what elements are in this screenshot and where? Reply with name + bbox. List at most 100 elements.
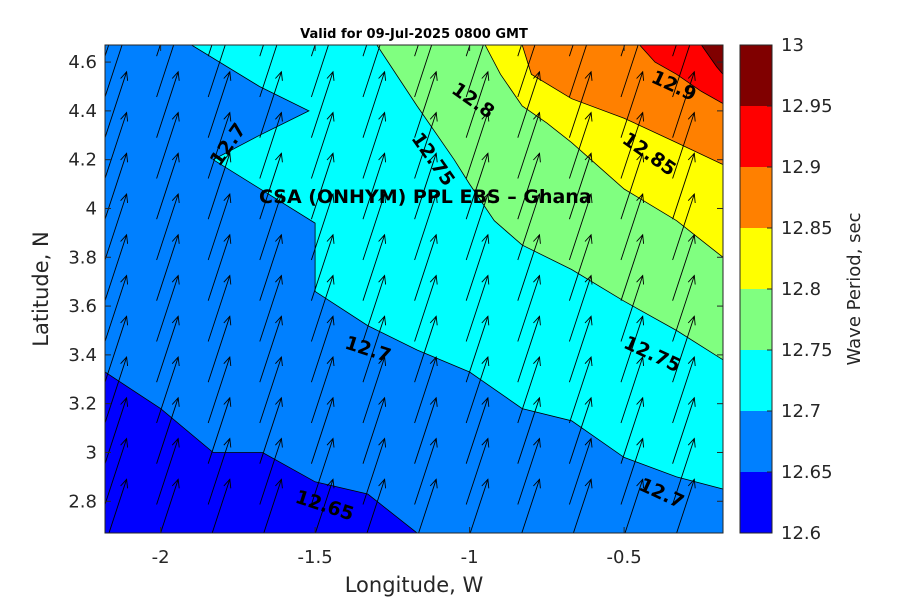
wave-arrow-shaft: [672, 112, 695, 179]
wave-arrow-head: [275, 356, 283, 367]
wave-arrow-shaft: [620, 397, 644, 464]
wave-arrow-head: [636, 356, 645, 367]
wave-arrow-shaft: [517, 397, 540, 464]
wave-arrow: [517, 111, 541, 179]
wave-arrow: [517, 315, 541, 383]
wave-arrow-shaft: [568, 275, 592, 342]
wave-arrow-shaft: [517, 356, 540, 424]
wave-arrow: [207, 437, 232, 505]
colorbar-tick-label: 12.85: [781, 218, 833, 239]
wave-arrow: [620, 45, 639, 98]
wave-arrow-head: [275, 437, 283, 448]
wave-arrow: [105, 437, 129, 505]
colorbar-swatch: [740, 45, 772, 106]
wave-arrow: [362, 152, 387, 220]
wave-arrow-shaft: [310, 45, 329, 98]
wave-arrow-head: [636, 437, 645, 448]
wave-arrow-shaft: [156, 112, 179, 179]
plot-area: [105, 31, 723, 533]
wave-arrow-head: [223, 193, 232, 204]
wave-arrow-shaft: [105, 356, 128, 424]
wave-arrow-shaft: [620, 234, 644, 301]
wave-arrow-head: [584, 70, 593, 81]
wave-arrow-head: [533, 31, 540, 40]
wave-arrow-shaft: [620, 112, 644, 179]
wave-arrow: [310, 70, 335, 138]
wave-arrow-head: [171, 274, 180, 285]
wave-arrow: [568, 396, 593, 464]
wave-arrow-shaft: [465, 397, 489, 464]
wave-arrow: [672, 193, 696, 261]
wave-arrow: [568, 111, 593, 179]
wave-arrow-head: [584, 274, 593, 285]
wave-arrow-head: [687, 437, 696, 448]
wave-arrow-shaft: [414, 45, 433, 98]
wave-arrow-head: [120, 70, 129, 81]
wave-arrow-shaft: [672, 71, 695, 138]
wave-arrow-head: [326, 315, 335, 326]
wave-arrow: [156, 45, 175, 98]
wave-arrow-head: [584, 233, 593, 244]
wave-arrow-shaft: [672, 45, 691, 98]
wave-arrow-shaft: [259, 153, 282, 220]
wave-arrow-head: [584, 437, 593, 448]
wave-direction-arrows: [105, 31, 696, 533]
wave-arrow-head: [223, 274, 232, 285]
wave-arrow-head: [378, 356, 387, 367]
wave-arrow-shaft: [469, 479, 489, 533]
wave-arrow-head: [429, 152, 438, 163]
wave-arrow-shaft: [105, 316, 128, 383]
wave-arrow: [314, 478, 335, 533]
x-tick-label: -0.5: [607, 547, 642, 568]
wave-arrow-shaft: [362, 397, 386, 464]
y-tick-label: 3.6: [68, 296, 97, 317]
y-tick-label: 4.6: [68, 52, 97, 73]
wave-arrow-shaft: [259, 45, 278, 98]
wave-arrow-head: [171, 193, 180, 204]
wave-arrow-shaft: [207, 71, 231, 138]
wave-arrow: [108, 478, 129, 533]
colorbar-tick-label: 12.7: [781, 401, 821, 422]
wave-arrow-shaft: [259, 112, 282, 179]
wave-arrow-head: [429, 111, 438, 122]
wave-arrow-head: [171, 70, 180, 81]
wave-arrow-head: [687, 274, 696, 285]
site-annotation: CSA (ONHYM) PPL EBS – Ghana: [259, 186, 592, 208]
wave-arrow-head: [378, 274, 387, 285]
wave-arrow-shaft: [310, 71, 334, 138]
wave-arrow-head: [636, 111, 645, 122]
wave-arrow-head: [326, 152, 335, 163]
wave-arrow: [517, 356, 541, 424]
wave-arrow: [620, 274, 645, 342]
wave-arrow-shaft: [620, 193, 644, 261]
wave-arrow-shaft: [362, 316, 386, 383]
wave-arrow-shaft: [517, 438, 540, 505]
wave-arrow-head: [378, 193, 387, 204]
wave-arrow-head: [171, 356, 180, 367]
colorbar-tick-label: 13: [781, 35, 804, 56]
wave-arrow-head: [326, 437, 335, 448]
wave-arrow-shaft: [156, 234, 179, 301]
wave-arrow: [207, 396, 232, 464]
wave-arrow-shaft: [620, 275, 644, 342]
wave-arrow-shaft: [414, 438, 437, 505]
wave-arrow: [465, 437, 490, 505]
wave-arrow-head: [120, 111, 129, 122]
colorbar-label: Wave Period, sec: [844, 212, 865, 365]
wave-arrow-head: [687, 70, 696, 81]
wave-arrow-head: [378, 70, 387, 81]
wave-arrow-shaft: [672, 234, 695, 301]
wave-arrow-shaft: [572, 479, 592, 533]
wave-arrow-shaft: [207, 275, 231, 342]
wave-arrow-shaft: [207, 153, 231, 220]
wave-arrow-shaft: [310, 397, 334, 464]
wave-arrow: [465, 152, 490, 220]
wave-arrow: [105, 193, 129, 261]
wave-arrow: [465, 45, 484, 98]
wave-arrow-shaft: [207, 193, 231, 261]
wave-arrow: [465, 193, 490, 261]
wave-arrow-head: [223, 315, 232, 326]
wave-arrow-head: [687, 152, 696, 163]
wave-arrow: [672, 152, 696, 220]
wave-arrow-shaft: [366, 479, 386, 533]
